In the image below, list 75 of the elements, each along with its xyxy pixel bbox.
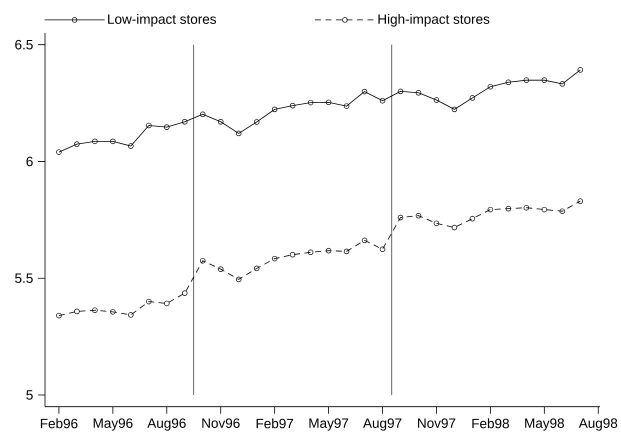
point (254, 119, 260, 125)
point (542, 206, 548, 212)
x-tick-label: Feb98 (472, 418, 509, 428)
point (506, 206, 512, 212)
point (164, 300, 170, 306)
point (524, 77, 530, 83)
x-tick-label: May96 (94, 418, 133, 431)
point (200, 258, 206, 264)
point (362, 88, 368, 94)
point (326, 248, 332, 254)
x-tick-label: Aug97 (363, 418, 402, 431)
point (344, 103, 350, 109)
point (74, 141, 80, 147)
point (416, 212, 422, 218)
point (146, 298, 152, 304)
x-tick-label: Nov96 (202, 418, 240, 428)
point (236, 130, 242, 136)
point (254, 266, 260, 272)
legend-label: Low-impact stores (108, 14, 216, 27)
x-tick-label: Feb96 (40, 418, 78, 428)
point (146, 122, 152, 128)
point (92, 307, 98, 313)
x-tick-label: Nov97 (418, 418, 456, 428)
point (308, 250, 314, 256)
point (272, 256, 278, 262)
point (524, 204, 530, 210)
point (398, 88, 404, 94)
x-tick-label: Aug96 (147, 418, 186, 431)
point (110, 309, 116, 315)
y-tick-label: 5.5 (15, 274, 33, 283)
point (470, 216, 476, 222)
point (470, 95, 476, 101)
point (434, 220, 440, 226)
point (236, 276, 242, 282)
point (128, 143, 134, 149)
point (398, 214, 404, 220)
point (542, 77, 548, 83)
point (56, 312, 62, 318)
point (488, 84, 494, 90)
point (200, 112, 206, 118)
legend-label: High-impact stores (378, 14, 490, 27)
point (434, 97, 440, 103)
point (380, 98, 386, 104)
point (560, 81, 566, 87)
point (380, 246, 386, 252)
point (506, 80, 512, 86)
x-tick-label: May97 (309, 418, 348, 431)
point (308, 100, 314, 106)
point (344, 248, 350, 254)
point (560, 208, 566, 214)
y-tick-label: 6 (26, 156, 33, 166)
point (182, 119, 188, 124)
y-tick-label: 6.5 (15, 40, 33, 50)
x-tick-label: Feb97 (256, 418, 294, 428)
point (452, 106, 458, 112)
point (128, 312, 134, 318)
point (110, 138, 116, 144)
point (452, 224, 458, 230)
point (362, 238, 368, 244)
point (182, 290, 188, 296)
point (218, 119, 224, 124)
point (218, 266, 224, 272)
point (416, 90, 422, 96)
point (578, 198, 584, 204)
point (74, 308, 80, 314)
x-tick-label: Aug98 (578, 418, 618, 431)
point (272, 106, 278, 112)
x-tick-label: May98 (525, 418, 564, 431)
y-tick-label: 5 (26, 390, 33, 400)
point (164, 124, 170, 130)
point (290, 102, 296, 108)
point (326, 100, 332, 106)
point (92, 138, 98, 144)
point (290, 252, 296, 258)
point (488, 206, 494, 212)
